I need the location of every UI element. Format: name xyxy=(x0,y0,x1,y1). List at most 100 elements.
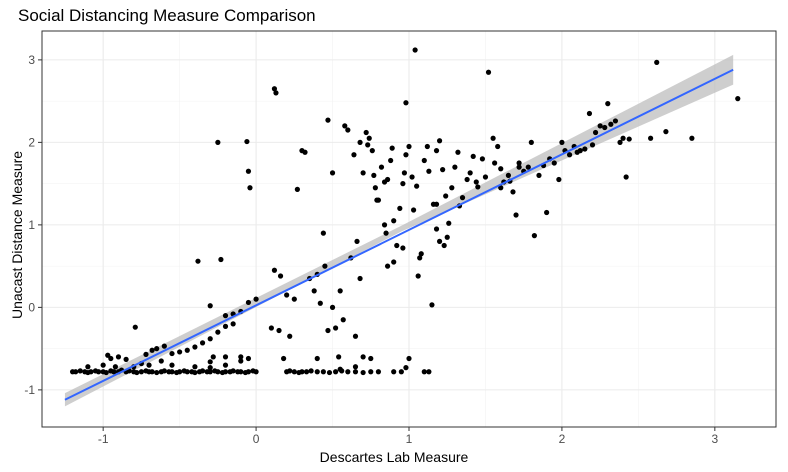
chart-title: Social Distancing Measure Comparison xyxy=(18,6,316,25)
data-point xyxy=(391,259,397,265)
data-point xyxy=(326,369,333,376)
data-point xyxy=(303,369,310,375)
data-point xyxy=(238,369,244,375)
data-point xyxy=(207,303,213,309)
data-point xyxy=(498,166,504,172)
data-point xyxy=(245,369,252,375)
data-point xyxy=(230,368,236,374)
data-point xyxy=(648,135,654,141)
data-point xyxy=(247,185,253,191)
data-point xyxy=(177,369,183,375)
y-tick-label: 1 xyxy=(28,218,35,232)
data-point xyxy=(352,333,359,339)
data-point xyxy=(276,327,282,334)
data-point xyxy=(459,195,466,201)
data-point xyxy=(391,369,397,375)
data-point xyxy=(161,368,167,374)
y-tick-label: 3 xyxy=(28,53,35,67)
data-point xyxy=(371,172,377,178)
data-point xyxy=(342,123,348,129)
data-point xyxy=(409,174,415,180)
data-point xyxy=(337,366,343,372)
data-point xyxy=(287,333,293,339)
data-point xyxy=(199,368,206,374)
data-point xyxy=(138,369,144,375)
data-point xyxy=(528,139,534,145)
data-point xyxy=(299,369,305,375)
data-point xyxy=(654,59,660,65)
data-point xyxy=(340,317,346,323)
data-point xyxy=(602,124,608,131)
data-point xyxy=(516,164,522,170)
data-point xyxy=(433,148,440,154)
data-point xyxy=(374,197,380,203)
data-point xyxy=(443,193,449,199)
data-point xyxy=(389,145,395,151)
data-point xyxy=(103,369,109,376)
data-point xyxy=(617,139,623,145)
data-point xyxy=(360,369,366,376)
data-point xyxy=(394,242,400,249)
data-point xyxy=(452,164,458,170)
data-point xyxy=(277,273,284,279)
y-tick-label: 0 xyxy=(28,300,35,314)
x-tick-label: 1 xyxy=(406,432,413,446)
data-point xyxy=(222,369,229,375)
data-point xyxy=(149,369,155,375)
data-point xyxy=(245,355,252,362)
data-point xyxy=(498,185,504,191)
data-point xyxy=(426,168,432,174)
data-point xyxy=(608,121,614,127)
data-point xyxy=(325,117,331,123)
data-point xyxy=(531,233,537,239)
data-point xyxy=(115,354,122,360)
data-point xyxy=(360,170,366,176)
data-point xyxy=(384,263,391,269)
data-point xyxy=(238,354,244,360)
data-point xyxy=(455,149,461,155)
data-point xyxy=(271,267,278,273)
data-point xyxy=(215,139,221,145)
data-point xyxy=(440,167,446,173)
data-point xyxy=(158,358,164,364)
data-point xyxy=(415,273,421,279)
data-point xyxy=(403,365,409,371)
data-point xyxy=(366,135,372,141)
data-point xyxy=(551,160,557,166)
data-point xyxy=(322,263,328,269)
data-point xyxy=(143,351,149,357)
x-axis-label: Descartes Lab Measure xyxy=(319,449,469,465)
data-point xyxy=(485,69,492,75)
x-tick-label: -1 xyxy=(98,432,109,446)
data-point xyxy=(559,139,565,145)
data-point xyxy=(368,369,374,375)
data-point xyxy=(311,288,317,294)
data-point xyxy=(516,160,522,166)
data-point xyxy=(123,356,129,362)
data-point xyxy=(510,189,516,195)
data-point xyxy=(589,142,596,148)
data-point xyxy=(354,238,360,244)
data-point xyxy=(597,123,603,129)
data-point xyxy=(391,218,397,224)
data-point xyxy=(73,369,79,375)
data-point xyxy=(154,369,160,376)
data-point xyxy=(351,152,357,158)
data-point xyxy=(513,212,519,218)
data-point xyxy=(433,226,440,232)
data-point xyxy=(400,181,406,187)
data-point xyxy=(360,354,366,360)
data-point xyxy=(352,369,359,375)
data-point xyxy=(169,350,175,357)
data-point xyxy=(436,138,443,144)
data-point xyxy=(207,369,213,375)
data-point xyxy=(88,369,94,375)
data-point xyxy=(482,174,489,180)
data-point xyxy=(436,238,443,244)
data-point xyxy=(426,369,432,375)
data-point xyxy=(357,275,363,282)
data-point xyxy=(273,90,279,96)
data-point xyxy=(253,296,259,302)
data-point xyxy=(337,288,343,294)
data-point xyxy=(111,369,117,375)
